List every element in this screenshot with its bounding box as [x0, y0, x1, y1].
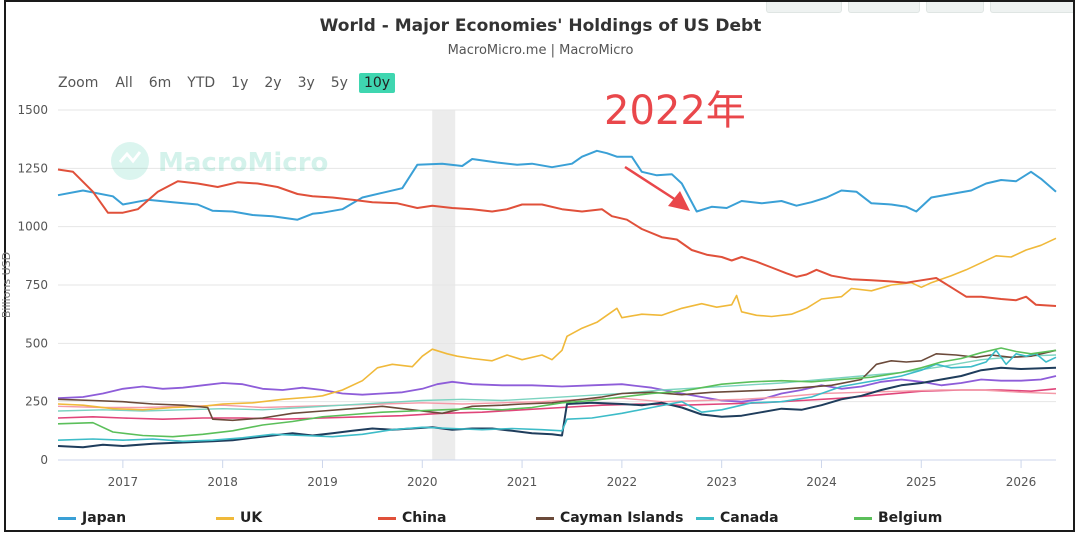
zoom-2y-button[interactable]: 2y [264, 75, 282, 91]
zoom-all-button[interactable]: All [115, 75, 133, 91]
y-tick-label: 0 [40, 453, 48, 467]
y-axis-label: Billions USD [0, 252, 13, 318]
zoom-5y-button[interactable]: 5y [330, 75, 348, 91]
legend-label: UK [240, 510, 263, 526]
zoom-10y-button[interactable]: 10y [358, 73, 396, 93]
x-tick-label: 2024 [806, 475, 837, 489]
x-tick-label: 2018 [207, 475, 238, 489]
y-tick-label: 500 [25, 336, 48, 350]
series-line-japan [57, 149, 1057, 221]
zoom-3y-button[interactable]: 3y [297, 75, 315, 91]
legend-label: Canada [720, 510, 779, 526]
x-tick-label: 2026 [1006, 475, 1037, 489]
series-line-canada [57, 349, 1057, 443]
legend-swatch [58, 516, 76, 520]
legend-swatch [536, 516, 554, 520]
series-line-belgium [57, 347, 1057, 438]
legend-item-belgium[interactable]: Belgium [854, 510, 942, 526]
series-line-6 [57, 375, 1057, 403]
y-tick-label: 1500 [17, 103, 48, 117]
watermark-text: MacroMicro [158, 148, 328, 178]
chart-title: World - Major Economies' Holdings of US … [319, 16, 762, 36]
watermark-logo [111, 142, 149, 180]
x-tick-label: 2022 [607, 475, 638, 489]
series-line-china [57, 168, 1057, 307]
zoom-toolbar: Zoom All 6m YTD 1y 2y 3y 5y 10y [58, 73, 401, 93]
zoom-ytd-button[interactable]: YTD [187, 75, 216, 91]
x-tick-label: 2025 [906, 475, 937, 489]
zoom-6m-button[interactable]: 6m [148, 75, 172, 91]
y-tick-label: 750 [25, 278, 48, 292]
legend-label: Belgium [878, 510, 943, 526]
series-line-cayman-islands [57, 349, 1057, 422]
legend-item-china[interactable]: China [378, 510, 446, 526]
legend-label: China [402, 510, 447, 526]
zoom-1y-button[interactable]: 1y [231, 75, 249, 91]
annotation-arrow-line [624, 165, 677, 202]
series-line-7 [57, 388, 1057, 420]
zoom-label: Zoom [58, 75, 99, 91]
legend-label: Japan [82, 510, 127, 526]
series-line-9 [57, 366, 1057, 449]
chart-legend: Japan UK China Cayman Islands Canada Belgium [58, 510, 1058, 530]
series-line-8 [57, 389, 1057, 409]
x-tick-label: 2023 [706, 475, 737, 489]
legend-label: Cayman Islands [560, 510, 684, 526]
top-tab[interactable] [990, 2, 1073, 13]
annotation-arrow-head [668, 191, 690, 211]
y-tick-label: 1000 [17, 220, 48, 234]
x-tick-label: 2017 [108, 475, 139, 489]
top-tab[interactable] [926, 2, 984, 13]
chart-subtitle: MacroMicro.me | MacroMicro [447, 43, 634, 58]
legend-item-cayman-islands[interactable]: Cayman Islands [536, 510, 683, 526]
x-tick-label: 2020 [407, 475, 438, 489]
y-tick-label: 250 [25, 395, 48, 409]
legend-item-uk[interactable]: UK [216, 510, 262, 526]
legend-swatch [378, 516, 396, 520]
legend-item-japan[interactable]: Japan [58, 510, 126, 526]
top-tab[interactable] [848, 2, 920, 13]
legend-item-canada[interactable]: Canada [696, 510, 779, 526]
x-tick-label: 2021 [507, 475, 538, 489]
annotation-2022: 2022年 [604, 88, 746, 134]
legend-swatch [854, 516, 872, 520]
legend-swatch [216, 516, 234, 520]
legend-swatch [696, 516, 714, 520]
top-tab[interactable] [766, 2, 842, 13]
x-tick-label: 2019 [307, 475, 338, 489]
y-tick-label: 1250 [17, 161, 48, 175]
